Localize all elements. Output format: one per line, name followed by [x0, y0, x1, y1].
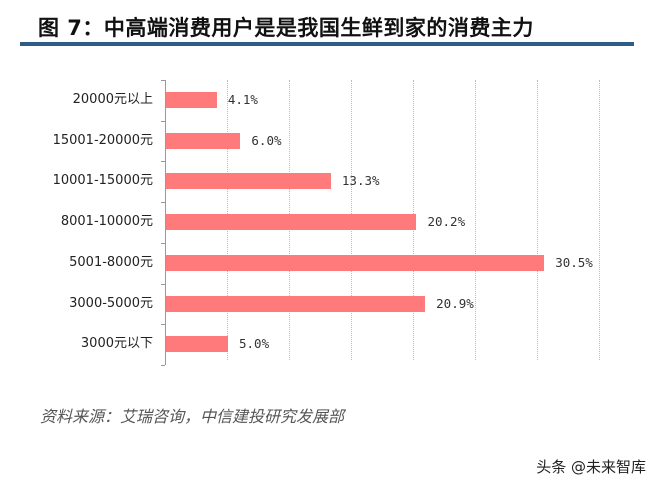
axis-tick: [161, 242, 165, 244]
bar: [166, 336, 228, 353]
value-label: 20.9%: [436, 295, 474, 311]
bar-chart: 20000元以上 4.1% 15001-20000元 6.0% 10001-15000元…: [53, 80, 625, 366]
category-label: 10001-15000元: [52, 173, 153, 189]
bar: [166, 214, 417, 231]
category-label: 3000元以下: [80, 336, 153, 352]
bar: [166, 295, 426, 312]
bar: [166, 254, 545, 271]
category-label: 3000-5000元: [69, 295, 153, 311]
axis-tick: [161, 324, 165, 326]
category-label: 8001-10000元: [60, 214, 153, 230]
y-axis: [165, 80, 166, 365]
value-label: 6.0%: [251, 132, 282, 148]
bar: [166, 92, 217, 108]
value-label: 30.5%: [555, 254, 593, 270]
category-label: 20000元以上: [72, 92, 153, 107]
watermark: 头条 @未来智库: [536, 458, 646, 476]
axis-tick: [161, 120, 165, 122]
bar: [166, 173, 331, 190]
title-rule: [20, 42, 634, 46]
category-label: 5001-8000元: [69, 254, 153, 270]
gridline: [537, 80, 538, 360]
axis-tick: [161, 80, 165, 81]
source-note: 资料来源：艾瑞咨询，中信建投研究发展部: [40, 407, 345, 426]
axis-tick: [161, 161, 165, 163]
value-label: 13.3%: [341, 173, 380, 189]
gridline: [475, 80, 476, 360]
axis-tick: [161, 283, 165, 285]
chart-title: 图 7：中高端消费用户是是我国生鲜到家的消费主力: [38, 16, 534, 40]
axis-tick: [161, 202, 165, 204]
gridline: [599, 80, 600, 360]
bar: [166, 132, 241, 149]
value-label: 5.0%: [239, 336, 270, 352]
category-label: 15001-20000元: [52, 132, 153, 148]
value-label: 20.2%: [427, 214, 466, 230]
value-label: 4.1%: [227, 92, 258, 107]
axis-tick: [161, 364, 165, 366]
